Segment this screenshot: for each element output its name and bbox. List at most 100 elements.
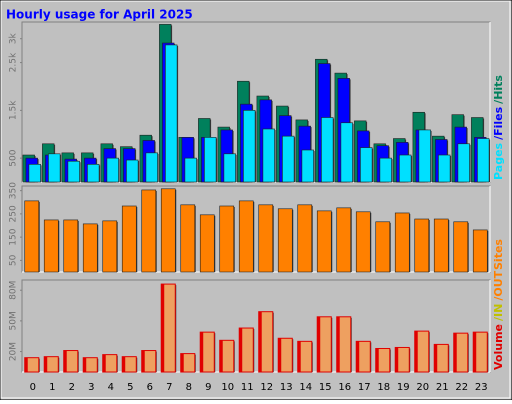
bar xyxy=(160,188,176,273)
legend-label: /Files xyxy=(492,106,505,140)
bar-edge xyxy=(356,341,360,372)
y-tick-label: 50M xyxy=(9,311,19,330)
bar xyxy=(180,204,196,273)
bar-edge xyxy=(122,356,126,372)
bar xyxy=(379,157,392,183)
bar-edge xyxy=(63,350,67,372)
bar-edge xyxy=(180,353,184,372)
y-tick-label: 150 xyxy=(9,228,19,245)
bar-edge xyxy=(453,333,457,372)
bar-edge xyxy=(102,354,106,372)
bar xyxy=(48,153,61,183)
bar xyxy=(82,223,98,273)
bar-edge xyxy=(414,331,418,372)
bar-edge xyxy=(434,344,438,372)
x-tick-label: 20 xyxy=(416,382,429,393)
legend-label: /OUT xyxy=(492,270,505,300)
bar xyxy=(418,129,431,183)
bar xyxy=(399,154,412,183)
x-tick-label: 9 xyxy=(205,382,211,393)
bar xyxy=(184,157,197,183)
bar xyxy=(141,189,157,273)
bar-edge xyxy=(161,284,165,372)
bar xyxy=(67,160,80,183)
x-tick-label: 3 xyxy=(88,382,94,393)
bar xyxy=(375,221,391,273)
x-tick-label: 14 xyxy=(299,382,312,393)
bar xyxy=(438,154,451,183)
bar xyxy=(316,210,332,273)
legend-label: Volume xyxy=(492,324,505,370)
bar xyxy=(28,164,41,183)
bar-edge xyxy=(239,328,243,372)
bar-edge xyxy=(83,357,87,372)
x-tick-label: 19 xyxy=(397,382,410,393)
y-tick-label: 1.5k xyxy=(9,100,19,120)
bar xyxy=(262,128,275,183)
bar xyxy=(121,205,137,273)
x-tick-label: 11 xyxy=(241,382,254,393)
bar xyxy=(204,137,217,183)
x-tick-label: 22 xyxy=(455,382,468,393)
bar-edge xyxy=(395,347,399,372)
x-tick-label: 7 xyxy=(166,382,172,393)
y-tick-label: 250 xyxy=(9,205,19,222)
bar xyxy=(414,218,430,273)
x-tick-label: 5 xyxy=(127,382,133,393)
x-tick-label: 13 xyxy=(280,382,293,393)
bar xyxy=(336,207,352,273)
bar-edge xyxy=(473,332,477,372)
bar-edge xyxy=(317,316,321,372)
bar xyxy=(63,219,79,273)
bar xyxy=(297,204,313,273)
x-tick-label: 2 xyxy=(69,382,75,393)
bar xyxy=(472,229,488,273)
bar xyxy=(457,143,470,183)
bar xyxy=(477,138,490,183)
x-tick-label: 17 xyxy=(358,382,371,393)
bar xyxy=(355,211,371,273)
x-tick-label: 23 xyxy=(475,382,488,393)
bar xyxy=(199,214,215,273)
y-tick-label: 80M xyxy=(9,281,19,300)
bar-edge xyxy=(336,316,340,372)
x-tick-label: 18 xyxy=(377,382,390,393)
bar xyxy=(145,152,158,183)
bar xyxy=(87,164,100,183)
bar xyxy=(243,110,256,183)
bar-edge xyxy=(258,311,262,372)
bar xyxy=(258,204,274,273)
bar xyxy=(165,44,178,183)
bar-edge xyxy=(219,340,223,372)
bar xyxy=(277,208,293,273)
bar-edge xyxy=(24,357,28,372)
y-tick-label: 500 xyxy=(9,149,19,166)
x-tick-label: 0 xyxy=(30,382,36,393)
bar-edge xyxy=(278,338,282,372)
x-tick-label: 12 xyxy=(260,382,273,393)
y-tick-label: 350 xyxy=(9,182,19,199)
x-tick-label: 15 xyxy=(319,382,332,393)
y-tick-label: 20M xyxy=(9,342,19,361)
bar xyxy=(24,200,40,273)
y-tick-label: 3k xyxy=(9,32,19,44)
bar xyxy=(102,220,118,273)
bar xyxy=(282,135,295,183)
y-tick-label: 2.5k xyxy=(9,52,19,72)
bar-edge xyxy=(297,341,301,372)
bar xyxy=(106,157,119,183)
bar xyxy=(394,212,410,273)
bar xyxy=(301,149,314,183)
x-tick-label: 6 xyxy=(147,382,153,393)
bar-edge xyxy=(44,356,48,372)
bar-edge xyxy=(141,350,145,372)
bar-edge xyxy=(200,332,204,372)
bar xyxy=(433,218,449,273)
legend-label: /Hits xyxy=(492,75,505,104)
legend-label: Sites xyxy=(492,239,505,270)
x-tick-label: 8 xyxy=(186,382,192,393)
bar xyxy=(219,205,235,273)
y-tick-label: 50 xyxy=(9,254,19,266)
bar xyxy=(321,117,334,183)
